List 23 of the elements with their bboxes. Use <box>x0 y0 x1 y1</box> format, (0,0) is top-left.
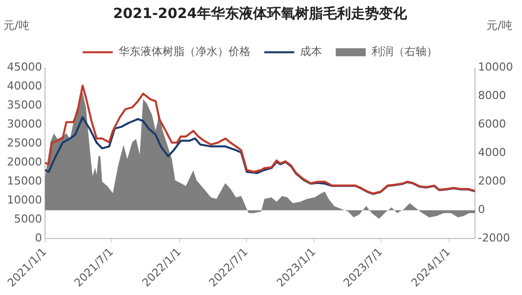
y2-tick-label: 0 <box>478 203 486 216</box>
y-tick-label: 25000 <box>6 136 42 150</box>
y-tick-label: 10000 <box>6 194 42 207</box>
y-tick-label: 5000 <box>14 212 42 226</box>
y2-axis-title: 元/吨 <box>486 19 512 32</box>
y2-tick-label: 8000 <box>478 89 506 102</box>
y-tick-label: 30000 <box>6 118 42 131</box>
y-tick-label: 0 <box>34 232 42 245</box>
y2-tick-label: 10000 <box>478 60 514 74</box>
y-axis-title: 元/吨 <box>4 19 30 32</box>
y2-tick-label: 4000 <box>478 146 506 160</box>
y2-tick-label: -2000 <box>478 232 510 245</box>
legend-label: 利润（右轴） <box>371 45 438 58</box>
y-tick-label: 15000 <box>6 174 42 188</box>
y-tick-label: 20000 <box>6 156 42 169</box>
y2-tick-label: 2000 <box>478 174 506 188</box>
y2-tick-label: 6000 <box>478 118 506 131</box>
y-tick-label: 45000 <box>6 60 42 74</box>
y-tick-label: 40000 <box>6 80 42 93</box>
y-tick-label: 35000 <box>6 98 42 112</box>
legend-label: 华东液体树脂（净水）价格 <box>118 45 250 58</box>
chart-title: 2021-2024年华东液体环氧树脂毛利走势变化 <box>113 5 408 22</box>
legend-label: 成本 <box>300 45 322 58</box>
